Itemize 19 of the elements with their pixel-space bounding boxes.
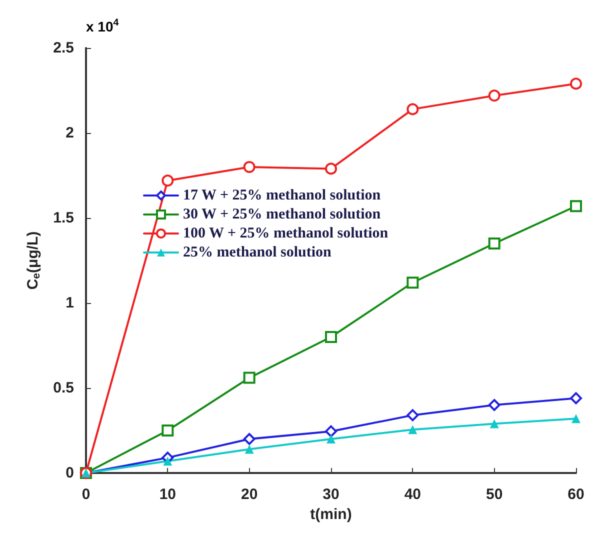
legend-label: 100 W + 25% methanol solution (183, 226, 389, 242)
y-tick-label: 2.5 (53, 40, 74, 56)
y-tick-label: 1 (66, 294, 74, 312)
y-tick-label: 0.5 (53, 380, 74, 396)
x-tick-label: 60 (568, 486, 584, 503)
y-tick-label: 1.5 (53, 210, 74, 226)
legend-label: 30 W + 25% methanol solution (183, 206, 382, 222)
legend-label: 17 W + 25% methanol solution (183, 188, 382, 204)
x-tick-label: 20 (240, 486, 258, 503)
x-tick-label: 10 (159, 486, 176, 503)
y-axis-title: Ce(μg/L) (24, 231, 42, 290)
y-tick-label: 2 (66, 124, 74, 142)
x-tick-label: 40 (404, 486, 422, 503)
x-axis-title: t(min) (310, 506, 352, 523)
legend-label: 25% methanol solution (183, 244, 332, 260)
x-tick-label: 50 (486, 486, 503, 503)
y-tick-label: 0 (66, 464, 74, 482)
x-tick-label: 0 (82, 486, 90, 503)
x-tick-label: 30 (322, 486, 340, 503)
